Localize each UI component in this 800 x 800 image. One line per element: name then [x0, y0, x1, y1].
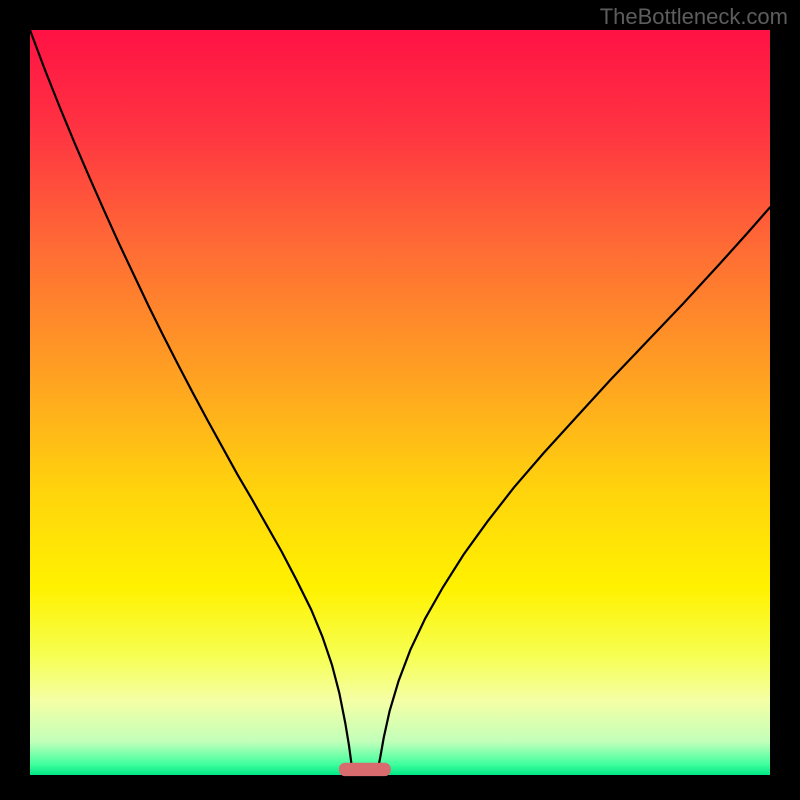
- watermark-text: TheBottleneck.com: [600, 4, 788, 30]
- chart-container: TheBottleneck.com: [0, 0, 800, 800]
- bottleneck-chart: [0, 0, 800, 800]
- vertex-marker: [339, 763, 391, 776]
- plot-background: [30, 30, 770, 775]
